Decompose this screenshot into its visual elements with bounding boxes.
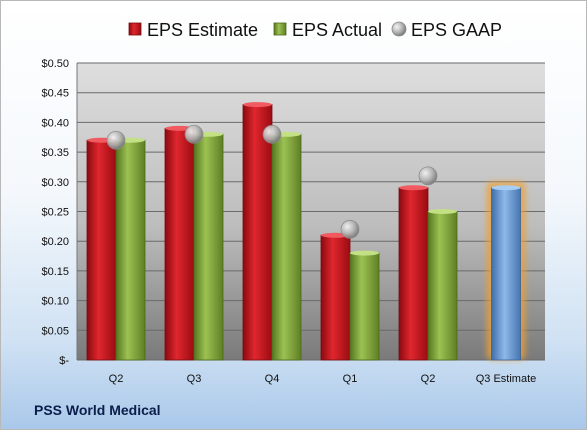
point-eps-gaap — [184, 124, 204, 144]
bar-eps-estimate — [320, 234, 351, 361]
legend-label: EPS Actual — [292, 20, 382, 40]
gaap-points — [106, 124, 438, 239]
x-tick-label: Q4 — [265, 373, 280, 385]
legend-swatch — [273, 22, 287, 36]
bar-eps-actual — [193, 133, 224, 361]
bar-cap — [399, 185, 428, 191]
bar-eps-estimate — [86, 139, 117, 361]
x-axis: Q2 Q3 Q4 Q1 Q2 Q3 Estimate — [109, 373, 537, 385]
legend-swatch — [391, 21, 407, 37]
y-tick-label: $0.25 — [41, 207, 69, 219]
bars — [86, 102, 526, 361]
bar-eps-actual — [115, 139, 146, 361]
y-tick-label: $0.05 — [41, 325, 69, 337]
x-tick-label: Q1 — [343, 373, 358, 385]
y-tick-label: $0.40 — [41, 117, 69, 129]
x-tick-label: Q2 — [421, 373, 436, 385]
x-tick-label: Q3 — [187, 373, 202, 385]
bar-eps-actual — [349, 252, 380, 361]
x-tick-label: Q3 Estimate — [476, 373, 537, 385]
y-tick-label: $0.50 — [41, 58, 69, 70]
y-tick-label: $0.30 — [41, 177, 69, 189]
bar-cap — [243, 102, 272, 108]
legend-swatch — [128, 22, 142, 36]
y-tick-label: $0.15 — [41, 266, 69, 278]
y-tick-label: $0.10 — [41, 296, 69, 308]
y-tick-label: $0.35 — [41, 147, 69, 159]
bar-eps-estimate — [398, 187, 429, 361]
bar-cap — [428, 209, 457, 214]
legend: EPS Estimate EPS Actual EPS GAAP — [128, 20, 502, 40]
point-eps-gaap — [340, 219, 360, 239]
bar-eps-estimate — [164, 127, 195, 361]
y-tick-label: $- — [59, 355, 69, 367]
x-tick-label: Q2 — [109, 373, 124, 385]
gridlines — [77, 62, 545, 361]
point-eps-gaap — [418, 166, 438, 186]
bar-eps-estimate — [242, 104, 273, 361]
y-tick-label: $0.20 — [41, 236, 69, 248]
bar-cap — [350, 250, 379, 256]
y-axis: $- $0.05 $0.10 $0.15 $0.20 $0.25 $0.30 $0.35 $0.… — [41, 58, 78, 367]
y-tick-label: $0.45 — [41, 88, 69, 100]
bar-cap — [491, 185, 521, 191]
point-eps-gaap — [106, 130, 126, 150]
bar-eps-estimate-future — [491, 187, 521, 361]
point-eps-gaap — [262, 124, 282, 144]
company-name: PSS World Medical — [34, 402, 161, 418]
legend-label: EPS GAAP — [411, 20, 502, 40]
bar-eps-actual — [427, 211, 458, 361]
legend-label: EPS Estimate — [147, 20, 258, 40]
bar-eps-actual — [271, 133, 302, 361]
